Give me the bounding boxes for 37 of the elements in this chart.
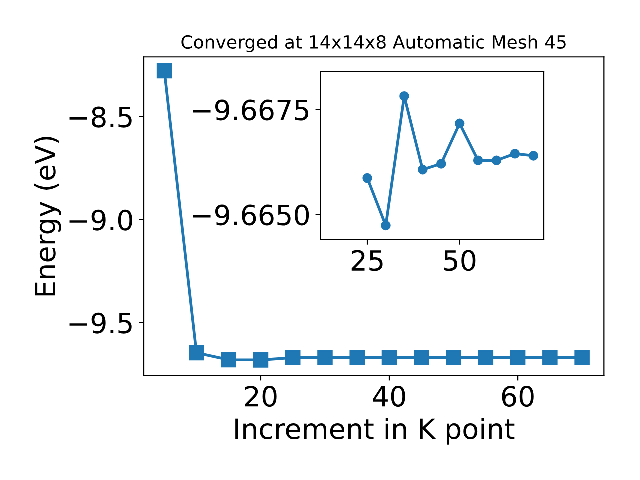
x-tick-label: 20 (245, 386, 277, 408)
point (528, 151, 539, 161)
point (362, 173, 372, 184)
point (400, 92, 410, 102)
point (436, 159, 446, 169)
point (574, 350, 590, 366)
chart-title: Converged at 14x14x8 Automatic Mesh 45 (182, 35, 566, 53)
x-axis-title: Increment in K point (236, 418, 515, 445)
point (542, 350, 558, 366)
point (253, 352, 269, 368)
point (473, 156, 484, 166)
point (285, 350, 301, 366)
point (492, 156, 502, 166)
point (189, 345, 204, 361)
point (446, 350, 462, 366)
y-tick-label: −9.6675 (193, 100, 308, 121)
point (221, 352, 236, 368)
point (418, 165, 428, 175)
point (382, 350, 398, 366)
point (318, 350, 333, 366)
y-tick-label: −8.5 (70, 106, 132, 128)
y-tick-label: −9.5 (70, 312, 132, 334)
x-tick-label: 60 (502, 386, 534, 408)
y-tick-label: −9.6650 (193, 204, 310, 226)
point (510, 149, 520, 159)
point (454, 118, 465, 129)
y-tick-label: −9.0 (70, 210, 132, 231)
point (478, 350, 494, 366)
x-tick-label: 50 (444, 250, 476, 272)
point (156, 63, 172, 79)
point (414, 350, 430, 366)
x-tick-label: 40 (373, 386, 406, 408)
point (510, 350, 526, 366)
x-tick-label: 25 (352, 250, 383, 272)
point (350, 350, 366, 366)
y-axis-title: Energy (eV) (34, 136, 62, 296)
point (381, 220, 391, 231)
